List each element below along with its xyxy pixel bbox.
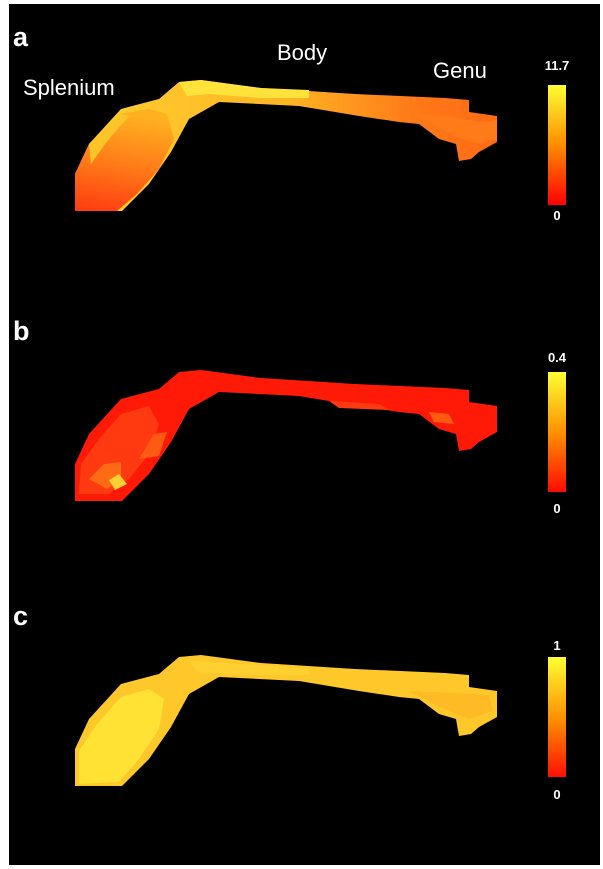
corpus-callosum-map-b (75, 370, 497, 501)
colorbar-c (548, 657, 566, 777)
panel-letter-a: a (13, 22, 29, 52)
label-body: Body (277, 40, 328, 65)
corpus-callosum-map-c (75, 655, 497, 786)
label-splenium: Splenium (23, 75, 115, 100)
colorbar-a (548, 85, 566, 205)
colorbar-b-min-label: 0 (553, 501, 561, 516)
colorbar-a-min-label: 0 (553, 208, 561, 223)
figure-canvas: a Splenium Body Genu (9, 4, 600, 865)
colorbar-b (548, 372, 566, 492)
colorbar-a-max-label: 11.7 (544, 58, 570, 73)
corpus-callosum-map-a (75, 80, 497, 211)
panel-a: a Splenium Body Genu (9, 4, 600, 284)
panel-b: b 0.4 0 (9, 294, 600, 574)
colorbar-c-max-label: 1 (553, 638, 561, 653)
label-genu: Genu (433, 58, 487, 83)
panel-letter-b: b (13, 316, 30, 346)
colorbar-c-min-label: 0 (553, 787, 561, 802)
colorbar-b-max-label: 0.4 (547, 350, 567, 365)
panel-letter-c: c (13, 601, 29, 631)
panel-c: c 1 0 (9, 579, 600, 859)
